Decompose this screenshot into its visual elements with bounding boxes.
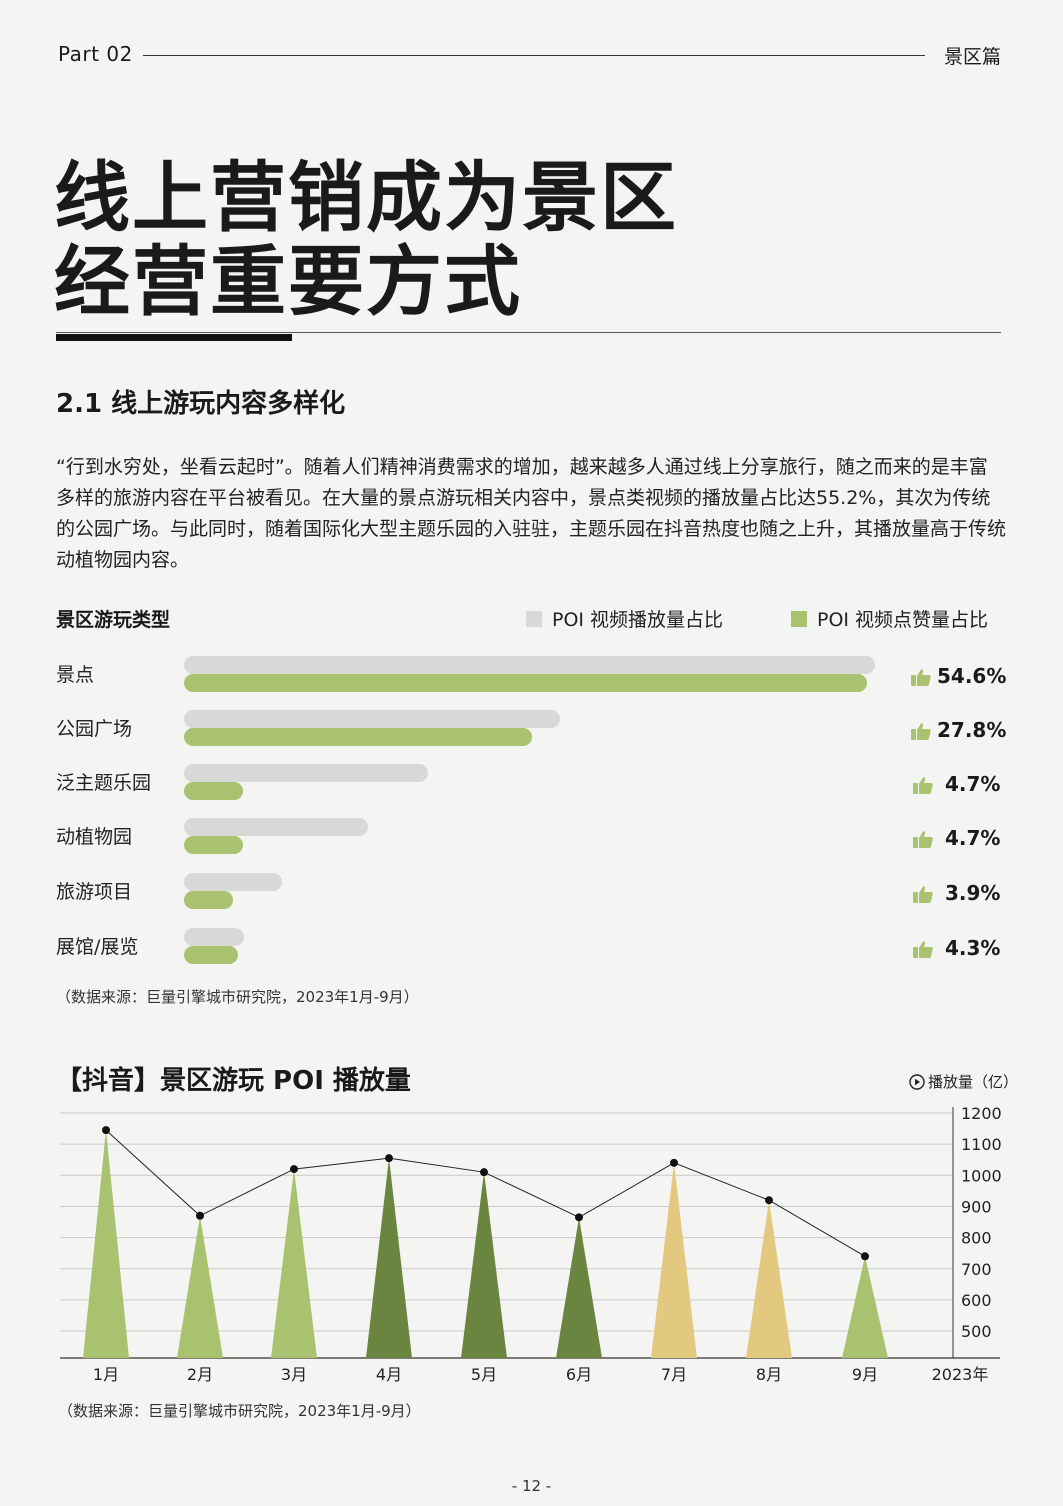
bar-views bbox=[184, 873, 282, 891]
title-rule-accent bbox=[56, 334, 292, 341]
x-tick-label: 6月 bbox=[566, 1365, 592, 1384]
bar-views bbox=[184, 710, 560, 728]
data-point bbox=[575, 1213, 583, 1222]
thumbs-up-icon bbox=[913, 884, 933, 903]
line-chart-unit-label: 播放量（亿） bbox=[928, 1073, 1019, 1091]
x-tick-label: 4月 bbox=[376, 1365, 402, 1384]
legend-views-swatch bbox=[526, 610, 542, 627]
data-point bbox=[290, 1165, 298, 1174]
like-share-value: 27.8% bbox=[937, 718, 1007, 742]
thumbs-up-icon bbox=[913, 939, 933, 958]
bar-views bbox=[184, 656, 875, 674]
thumbs-up-icon bbox=[911, 721, 931, 740]
bar-chart-source: （数据来源：巨量引擎城市研究院，2023年1月-9月） bbox=[56, 988, 419, 1006]
like-share-value: 4.7% bbox=[945, 772, 1001, 796]
bar-likes bbox=[184, 782, 243, 800]
legend-likes: POI 视频点赞量占比 bbox=[791, 605, 988, 632]
bar-views bbox=[184, 818, 369, 836]
header-part-label: Part 02 bbox=[58, 42, 133, 66]
intro-paragraph: “行到水穷处，坐看云起时”。随着人们精神消费需求的增加，越来越多人通过线上分享旅… bbox=[56, 456, 1007, 571]
like-share-label: 4.7% bbox=[913, 826, 1000, 850]
data-point bbox=[480, 1168, 488, 1177]
bar-category-label: 公园广场 bbox=[56, 718, 133, 740]
like-share-label: 54.6% bbox=[911, 664, 1006, 688]
y-tick-label: 1200 bbox=[961, 1104, 1002, 1123]
like-share-label: 27.8% bbox=[911, 718, 1006, 742]
header-section-label: 景区篇 bbox=[944, 46, 1002, 68]
data-point bbox=[385, 1154, 393, 1163]
like-share-value: 3.9% bbox=[945, 881, 1001, 905]
legend-likes-label: POI 视频点赞量占比 bbox=[817, 609, 989, 631]
header-divider bbox=[143, 55, 925, 56]
triangle-bar bbox=[177, 1215, 223, 1358]
bar-likes bbox=[184, 674, 868, 692]
x-tick-label: 3月 bbox=[281, 1365, 307, 1384]
bar-category-label: 泛主题乐园 bbox=[56, 772, 152, 794]
like-share-label: 4.7% bbox=[913, 772, 1000, 796]
line-chart-unit: 播放量（亿） bbox=[909, 1071, 1018, 1092]
thumbs-up-icon bbox=[913, 829, 933, 848]
x-tick-label: 8月 bbox=[756, 1365, 782, 1384]
like-share-label: 4.3% bbox=[913, 936, 1000, 960]
like-share-value: 4.3% bbox=[945, 936, 1001, 960]
x-tick-label: 9月 bbox=[852, 1365, 878, 1384]
like-share-label: 3.9% bbox=[913, 881, 1000, 905]
y-tick-label: 900 bbox=[961, 1197, 992, 1216]
data-point bbox=[861, 1252, 869, 1261]
thumbs-up-icon bbox=[913, 775, 933, 794]
line-chart: 1200 1100 1000 900 800 700 600 500 1月 2月 3月 4月 5月 6月 7… bbox=[60, 1104, 1002, 1384]
triangle-bar bbox=[746, 1200, 792, 1358]
y-tick-label: 1100 bbox=[961, 1135, 1002, 1154]
triangle-bar bbox=[556, 1217, 602, 1358]
bar-likes bbox=[184, 891, 233, 909]
page-title-line2: 经营重要方式 bbox=[54, 237, 522, 326]
x-tick-label: 7月 bbox=[661, 1365, 687, 1384]
triangle-bar bbox=[271, 1169, 317, 1358]
triangle-bar bbox=[651, 1162, 697, 1358]
bar-category-label: 旅游项目 bbox=[56, 881, 133, 903]
page-number: - 12 - bbox=[511, 1477, 552, 1495]
bar-category-label: 动植物园 bbox=[56, 826, 133, 848]
data-point bbox=[102, 1126, 110, 1135]
line-chart-title: 【抖音】景区游玩 POI 播放量 bbox=[56, 1066, 411, 1096]
legend-views-label: POI 视频播放量占比 bbox=[552, 609, 724, 631]
section-heading: 2.1 线上游玩内容多样化 bbox=[56, 389, 346, 419]
triangle-bar bbox=[461, 1172, 507, 1358]
line-chart-source: （数据来源：巨量引擎城市研究院，2023年1月-9月） bbox=[58, 1402, 421, 1420]
bar-likes bbox=[184, 836, 243, 854]
bar-views bbox=[184, 928, 245, 946]
bar-likes bbox=[184, 728, 532, 746]
data-point bbox=[765, 1196, 773, 1205]
bar-category-label: 展馆/展览 bbox=[56, 936, 139, 958]
page-title: 线上营销成为景区 经营重要方式 bbox=[54, 156, 678, 324]
triangle-bar bbox=[83, 1130, 129, 1358]
y-tick-label: 600 bbox=[961, 1291, 992, 1310]
legend-likes-swatch bbox=[791, 610, 807, 627]
data-point bbox=[670, 1158, 678, 1167]
y-tick-label: 1000 bbox=[961, 1166, 1002, 1185]
data-point bbox=[196, 1211, 204, 1220]
play-circle-icon bbox=[909, 1073, 925, 1090]
page-title-line1: 线上营销成为景区 bbox=[54, 153, 678, 242]
bar-category-label: 景点 bbox=[56, 664, 95, 686]
like-share-value: 4.7% bbox=[945, 826, 1001, 850]
y-tick-label: 700 bbox=[961, 1260, 992, 1279]
x-tick-label: 2月 bbox=[187, 1365, 213, 1384]
bar-views bbox=[184, 764, 429, 782]
bar-chart-title: 景区游玩类型 bbox=[56, 609, 171, 631]
x-axis-year-label: 2023年 bbox=[932, 1365, 989, 1384]
triangle-bar bbox=[366, 1158, 412, 1358]
thumbs-up-icon bbox=[911, 667, 931, 686]
title-rule bbox=[56, 332, 1001, 333]
triangle-bar bbox=[842, 1256, 888, 1358]
bar-likes bbox=[184, 946, 238, 964]
legend-views: POI 视频播放量占比 bbox=[526, 605, 723, 632]
x-tick-label: 5月 bbox=[471, 1365, 497, 1384]
y-tick-label: 500 bbox=[961, 1322, 992, 1341]
y-tick-label: 800 bbox=[961, 1229, 992, 1248]
like-share-value: 54.6% bbox=[937, 664, 1007, 688]
x-tick-label: 1月 bbox=[93, 1365, 119, 1384]
